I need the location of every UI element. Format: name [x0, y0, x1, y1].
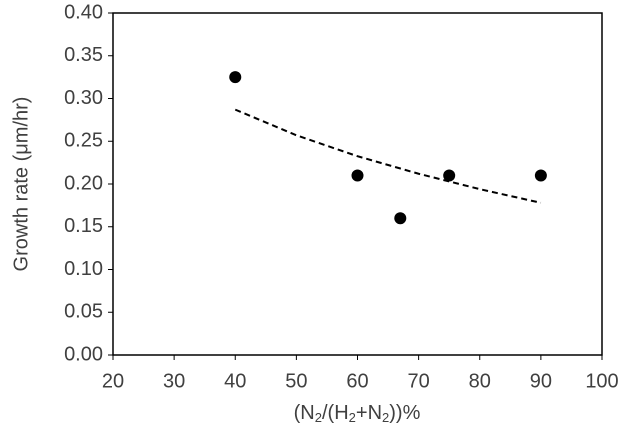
x-tick-label: 80 [469, 370, 491, 392]
y-tick-label: 0.40 [64, 1, 103, 23]
subscript: 2 [382, 410, 389, 425]
x-tick-label: 40 [224, 370, 246, 392]
x-axis-label: (N2/(H2+N2))% [294, 402, 421, 425]
subscript: 2 [349, 410, 356, 425]
label-part: /(H [322, 402, 349, 424]
plot-frame [112, 12, 603, 356]
x-tick-label: 30 [163, 370, 185, 392]
label-part: +N [356, 402, 382, 424]
y-tick-label: 0.05 [64, 301, 103, 323]
y-tick-label: 0.30 [64, 87, 103, 109]
y-tick-label: 0.25 [64, 130, 103, 152]
data-point [443, 169, 456, 182]
data-point [394, 212, 407, 225]
y-tick-label: 0.35 [64, 44, 103, 66]
data-point [534, 169, 547, 182]
x-tick-label: 100 [585, 370, 618, 392]
x-tick-label: 70 [408, 370, 430, 392]
label-part: (N [294, 402, 315, 424]
x-tick-label: 90 [530, 370, 552, 392]
y-tick-label: 0.00 [64, 343, 103, 365]
y-tick-label: 0.10 [64, 258, 103, 280]
data-point [229, 71, 242, 84]
y-tick-label: 0.15 [64, 215, 103, 237]
subscript: 2 [315, 410, 322, 425]
x-tick-label: 50 [285, 370, 307, 392]
label-part: ))% [389, 402, 420, 424]
trendline [234, 108, 542, 204]
data-point [351, 169, 364, 182]
x-tick-label: 20 [102, 370, 124, 392]
y-tick-label: 0.20 [64, 172, 103, 194]
y-axis-label: Growth rate (μm/hr) [10, 97, 32, 272]
x-tick-label: 60 [346, 370, 368, 392]
